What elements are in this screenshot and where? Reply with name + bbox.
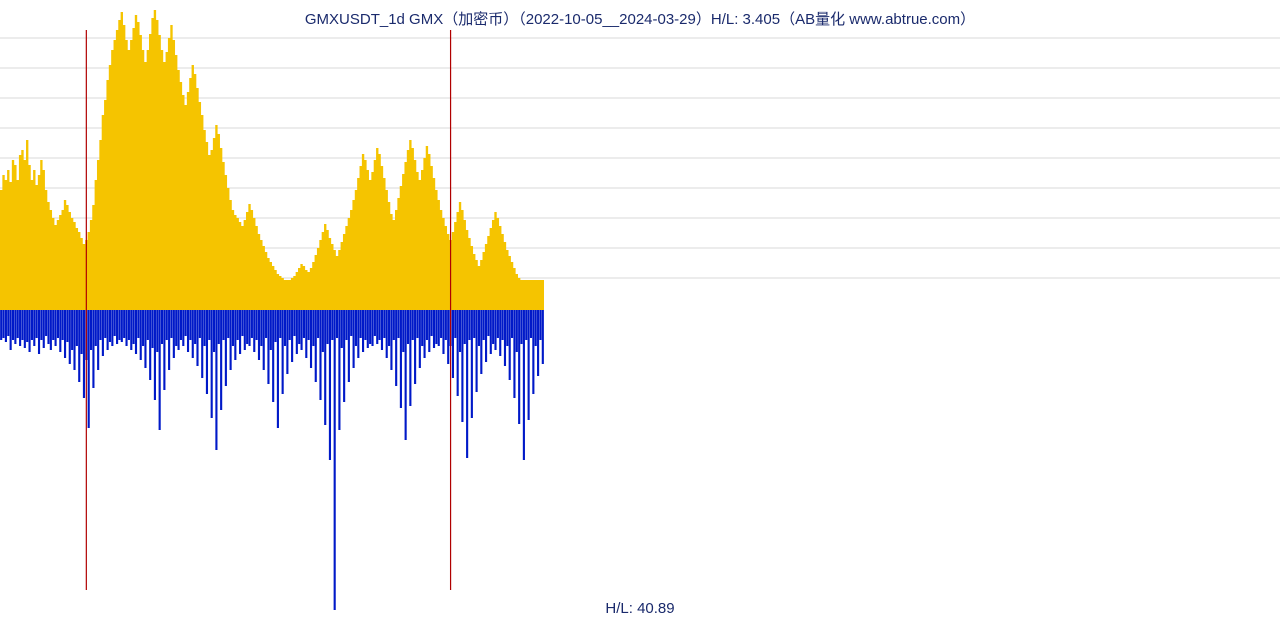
chart-container: GMXUSDT_1d GMX（加密币）（2022-10-05__2024-03-…	[0, 0, 1280, 620]
up-series-area	[0, 10, 544, 310]
chart-footer: H/L: 40.89	[0, 600, 1280, 617]
chart-title: GMXUSDT_1d GMX（加密币）（2022-10-05__2024-03-…	[0, 8, 1280, 29]
chart-canvas	[0, 0, 1280, 620]
down-series-bars	[1, 310, 543, 610]
